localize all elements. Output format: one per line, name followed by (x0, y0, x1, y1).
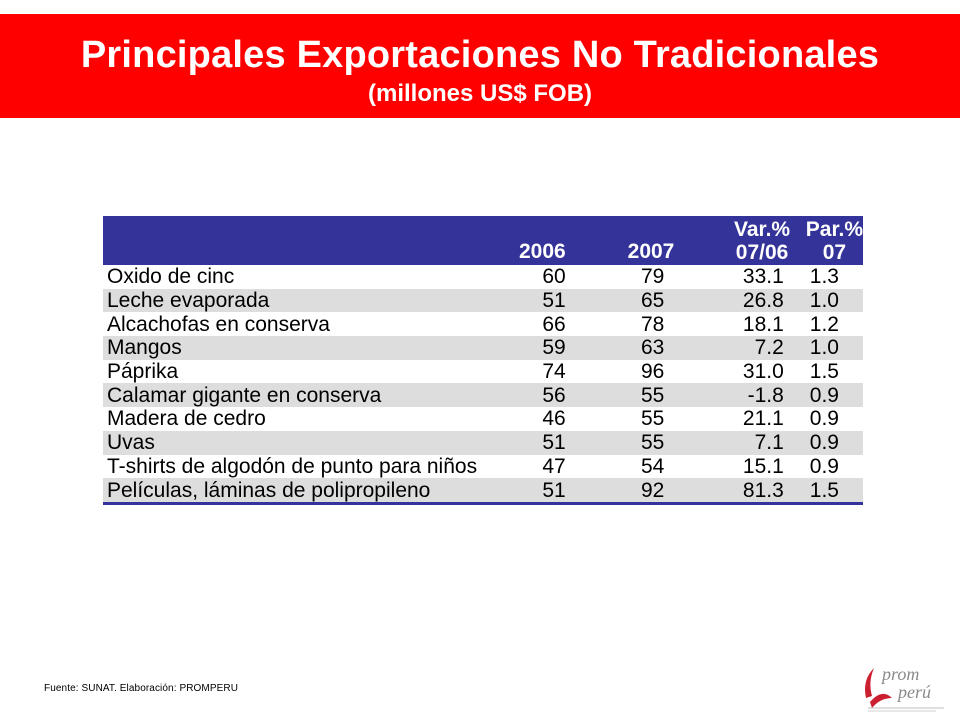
row-2007: 63 (641, 336, 665, 360)
row-name: Páprika (107, 360, 179, 384)
row-par: 1.5 (809, 478, 839, 502)
row-2007: 55 (641, 383, 665, 407)
row-2006: 51 (542, 431, 566, 455)
row-par: 1.0 (809, 289, 839, 313)
header-var: Var.% 07/06 (698, 216, 805, 265)
exports-table: 2006 2007 Var.% 07/06 Par.% 07 Oxido de … (103, 216, 863, 505)
row-2006: 60 (542, 265, 566, 289)
table-row: Mangos 59 63 7.2 1.0 (103, 336, 863, 360)
header-par-line2: 07 (822, 241, 847, 264)
header-var-line1: Var.% (734, 218, 791, 241)
row-name: T-shirts de algodón de punto para niños (107, 454, 478, 478)
header-par-line1: Par.% (805, 218, 863, 241)
table-row: Alcachofas en conserva 66 78 18.1 1.2 (103, 312, 863, 336)
source-note: Fuente: SUNAT. Elaboración: PROMPERU (44, 683, 239, 694)
logo-text-prom: prom (880, 664, 919, 684)
table-row: Calamar gigante en conserva 56 55 -1.8 0… (103, 383, 863, 408)
row-name: Mangos (107, 336, 182, 360)
row-2007: 54 (641, 454, 665, 478)
table-row: Películas, láminas de polipropileno 51 9… (103, 478, 863, 504)
row-2007: 65 (641, 289, 665, 313)
row-var: 7.2 (754, 336, 784, 360)
row-name: Oxido de cinc (107, 265, 235, 289)
slide-subtitle: (millones US$ FOB) (367, 80, 593, 107)
row-2007: 96 (641, 360, 665, 384)
table-row: Uvas 51 55 7.1 0.9 (103, 430, 863, 455)
row-par: 1.0 (809, 336, 839, 360)
row-name: Películas, láminas de polipropileno (107, 478, 431, 502)
header-label (103, 216, 497, 265)
row-2007: 55 (641, 407, 665, 431)
row-var: 81.3 (742, 478, 784, 502)
header-var-line2: 07/06 (735, 241, 789, 264)
row-2006: 74 (542, 360, 566, 384)
row-par: 1.3 (809, 265, 839, 289)
row-var: -1.8 (747, 383, 784, 407)
row-2006: 46 (542, 407, 566, 431)
table-row: Oxido de cinc 60 79 33.1 1.3 (103, 265, 863, 289)
row-par: 0.9 (809, 431, 839, 455)
row-var: 33.1 (742, 265, 784, 289)
promperu-logo: prom perú (858, 658, 948, 716)
row-name: Uvas (107, 431, 155, 455)
row-par: 0.9 (809, 407, 839, 431)
row-par: 0.9 (809, 454, 839, 478)
table-row: Páprika 74 96 31.0 1.5 (103, 360, 863, 384)
row-2007: 55 (641, 431, 665, 455)
row-par: 1.5 (809, 360, 839, 384)
table-header-row: 2006 2007 Var.% 07/06 Par.% 07 (103, 216, 863, 265)
row-var: 7.1 (754, 431, 784, 455)
row-par: 1.2 (809, 312, 839, 336)
row-var: 31.0 (742, 360, 784, 384)
row-name: Calamar gigante en conserva (107, 383, 382, 407)
row-2006: 51 (542, 478, 566, 502)
header-2006: 2006 (518, 240, 566, 263)
row-2006: 56 (542, 383, 566, 407)
row-var: 18.1 (742, 312, 784, 336)
row-var: 21.1 (742, 407, 784, 431)
table-row: Leche evaporada 51 65 26.8 1.0 (103, 288, 863, 313)
row-2006: 47 (542, 454, 566, 478)
row-2006: 59 (542, 336, 566, 360)
row-var: 15.1 (742, 454, 784, 478)
row-par: 0.9 (809, 383, 839, 407)
slide-title: Principales Exportaciones No Tradicional… (80, 34, 880, 76)
row-name: Madera de cedro (107, 407, 266, 431)
header-2007: 2007 (627, 240, 675, 263)
header-par: Par.% 07 (806, 216, 863, 265)
row-name: Alcachofas en conserva (107, 312, 330, 336)
row-2006: 66 (542, 312, 566, 336)
logo-text-peru: perú (896, 682, 931, 702)
row-2007: 79 (641, 265, 665, 289)
table-row: T-shirts de algodón de punto para niños … (103, 455, 863, 479)
promperu-logo-icon: prom perú (865, 664, 944, 712)
row-2006: 51 (542, 289, 566, 313)
row-2007: 92 (641, 478, 665, 502)
row-2007: 78 (641, 312, 665, 336)
row-var: 26.8 (742, 289, 784, 313)
row-name: Leche evaporada (107, 289, 270, 313)
slide-header: Principales Exportaciones No Tradicional… (0, 14, 960, 118)
table-row: Madera de cedro 46 55 21.1 0.9 (103, 407, 863, 431)
